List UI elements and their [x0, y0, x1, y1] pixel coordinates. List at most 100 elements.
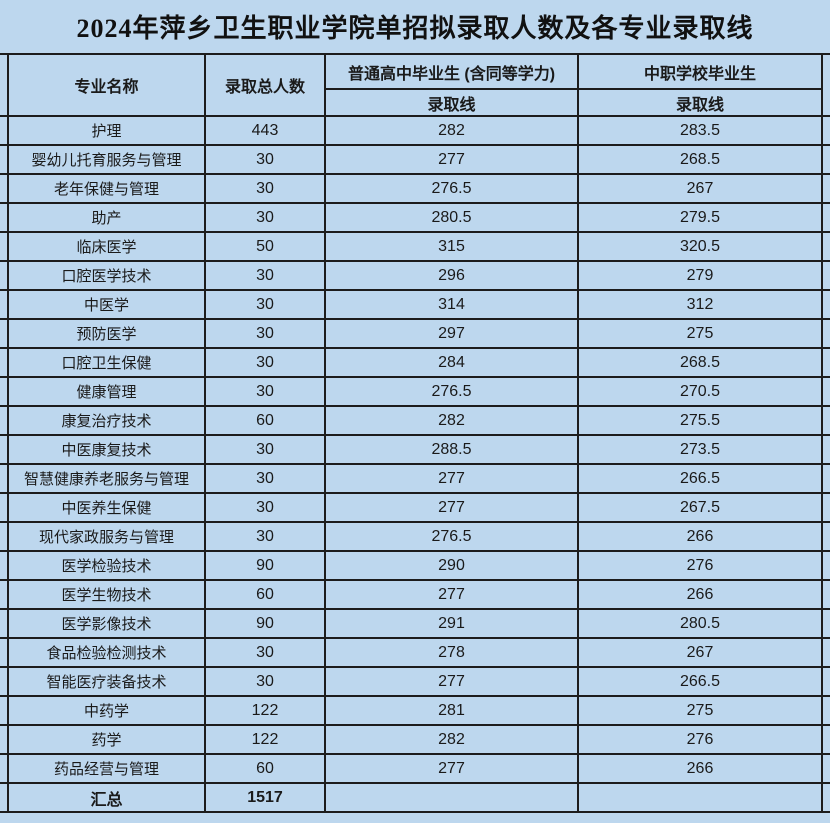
total-admitted-cell: 60 — [204, 579, 326, 610]
right-margin-spacer — [822, 115, 830, 146]
table-row: 健康管理 30 276.5 270.5 — [0, 376, 830, 407]
voc-admission-line-cell: 267 — [577, 173, 823, 204]
table-row: 助产 30 280.5 279.5 — [0, 202, 830, 233]
major-cell: 智慧健康养老服务与管理 — [7, 463, 206, 494]
right-margin-spacer — [822, 753, 830, 784]
voc-admission-line-cell: 266 — [577, 753, 823, 784]
voc-admission-line-cell: 266 — [577, 521, 823, 552]
left-margin-spacer — [0, 550, 8, 581]
hs-admission-line-cell: 281 — [324, 695, 579, 726]
right-margin-spacer — [822, 463, 830, 494]
header-hs-admission-line: 录取线 — [324, 88, 579, 117]
table-row: 食品检验检测技术 30 278 267 — [0, 637, 830, 668]
major-cell: 中医学 — [7, 289, 206, 320]
left-margin-spacer — [0, 753, 8, 784]
voc-admission-line-cell: 275 — [577, 695, 823, 726]
voc-admission-line-cell: 275 — [577, 318, 823, 349]
major-cell: 老年保健与管理 — [7, 173, 206, 204]
hs-admission-line-cell: 278 — [324, 637, 579, 668]
total-admitted-cell: 30 — [204, 666, 326, 697]
total-admitted-cell: 30 — [204, 521, 326, 552]
right-margin-spacer — [822, 231, 830, 262]
left-margin-spacer — [0, 434, 8, 465]
table-row: 中医养生保健 30 277 267.5 — [0, 492, 830, 523]
hs-admission-line-cell: 291 — [324, 608, 579, 639]
hs-admission-line-cell: 282 — [324, 724, 579, 755]
voc-admission-line-cell: 312 — [577, 289, 823, 320]
total-admitted-cell: 60 — [204, 753, 326, 784]
header-major: 专业名称 — [7, 53, 206, 117]
right-margin-spacer — [822, 202, 830, 233]
right-margin-spacer — [822, 376, 830, 407]
admissions-table: 专业名称 录取总人数 普通高中毕业生 (含同等学力) 中职学校毕业生 录取线 录… — [0, 53, 830, 813]
total-admitted-cell: 30 — [204, 318, 326, 349]
left-margin-spacer — [0, 666, 8, 697]
table-row: 中药学 122 281 275 — [0, 695, 830, 726]
voc-admission-line-cell: 279.5 — [577, 202, 823, 233]
total-admitted-cell: 122 — [204, 724, 326, 755]
right-margin-spacer — [822, 289, 830, 320]
hs-admission-line-cell: 315 — [324, 231, 579, 262]
hs-admission-line-cell: 284 — [324, 347, 579, 378]
voc-admission-line-cell: 279 — [577, 260, 823, 291]
table-row: 医学影像技术 90 291 280.5 — [0, 608, 830, 639]
right-margin-spacer — [822, 637, 830, 668]
table-row: 现代家政服务与管理 30 276.5 266 — [0, 521, 830, 552]
right-margin-spacer — [822, 666, 830, 697]
total-admitted-cell: 30 — [204, 347, 326, 378]
major-cell: 医学影像技术 — [7, 608, 206, 639]
table-row: 智能医疗装备技术 30 277 266.5 — [0, 666, 830, 697]
major-cell: 临床医学 — [7, 231, 206, 262]
major-cell: 婴幼儿托育服务与管理 — [7, 144, 206, 175]
left-margin-spacer — [0, 463, 8, 494]
total-admitted-cell: 30 — [204, 434, 326, 465]
major-cell: 医学检验技术 — [7, 550, 206, 581]
hs-admission-line-cell: 276.5 — [324, 521, 579, 552]
left-margin-spacer — [0, 405, 8, 436]
total-admitted-cell: 30 — [204, 463, 326, 494]
page-title: 2024年萍乡卫生职业学院单招拟录取人数及各专业录取线 — [76, 14, 754, 43]
left-margin-spacer — [0, 202, 8, 233]
major-cell: 医学生物技术 — [7, 579, 206, 610]
major-cell: 汇总 — [7, 782, 206, 813]
hs-admission-line-cell: 277 — [324, 463, 579, 494]
table-row: 口腔卫生保健 30 284 268.5 — [0, 347, 830, 378]
hs-admission-line-cell: 277 — [324, 492, 579, 523]
left-margin-spacer — [0, 376, 8, 407]
header-row-groups: 专业名称 录取总人数 普通高中毕业生 (含同等学力) 中职学校毕业生 — [0, 53, 830, 117]
total-admitted-cell: 30 — [204, 637, 326, 668]
hs-admission-line-cell: 277 — [324, 753, 579, 784]
right-margin-spacer — [822, 782, 830, 813]
voc-admission-line-cell: 268.5 — [577, 144, 823, 175]
right-margin-spacer — [822, 608, 830, 639]
left-margin-spacer — [0, 637, 8, 668]
voc-admission-line-cell: 266.5 — [577, 666, 823, 697]
table-row: 汇总 1517 — [0, 782, 830, 813]
table-row: 医学生物技术 60 277 266 — [0, 579, 830, 610]
right-margin-spacer — [822, 260, 830, 291]
right-margin-spacer — [822, 144, 830, 175]
table-row: 药品经营与管理 60 277 266 — [0, 753, 830, 784]
table-row: 医学检验技术 90 290 276 — [0, 550, 830, 581]
voc-admission-line-cell: 267 — [577, 637, 823, 668]
left-margin-spacer — [0, 608, 8, 639]
left-margin-spacer — [0, 260, 8, 291]
major-cell: 口腔卫生保健 — [7, 347, 206, 378]
table-row: 智慧健康养老服务与管理 30 277 266.5 — [0, 463, 830, 494]
total-admitted-cell: 60 — [204, 405, 326, 436]
hs-admission-line-cell: 277 — [324, 579, 579, 610]
table-row: 预防医学 30 297 275 — [0, 318, 830, 349]
total-admitted-cell: 30 — [204, 202, 326, 233]
voc-admission-line-cell: 273.5 — [577, 434, 823, 465]
total-admitted-cell: 30 — [204, 376, 326, 407]
hs-admission-line-cell: 314 — [324, 289, 579, 320]
hs-admission-line-cell: 282 — [324, 405, 579, 436]
major-cell: 智能医疗装备技术 — [7, 666, 206, 697]
left-margin-spacer — [0, 231, 8, 262]
total-admitted-cell: 90 — [204, 550, 326, 581]
total-admitted-cell: 50 — [204, 231, 326, 262]
table-row: 老年保健与管理 30 276.5 267 — [0, 173, 830, 204]
table-row: 中医学 30 314 312 — [0, 289, 830, 320]
hs-admission-line-cell: 276.5 — [324, 173, 579, 204]
